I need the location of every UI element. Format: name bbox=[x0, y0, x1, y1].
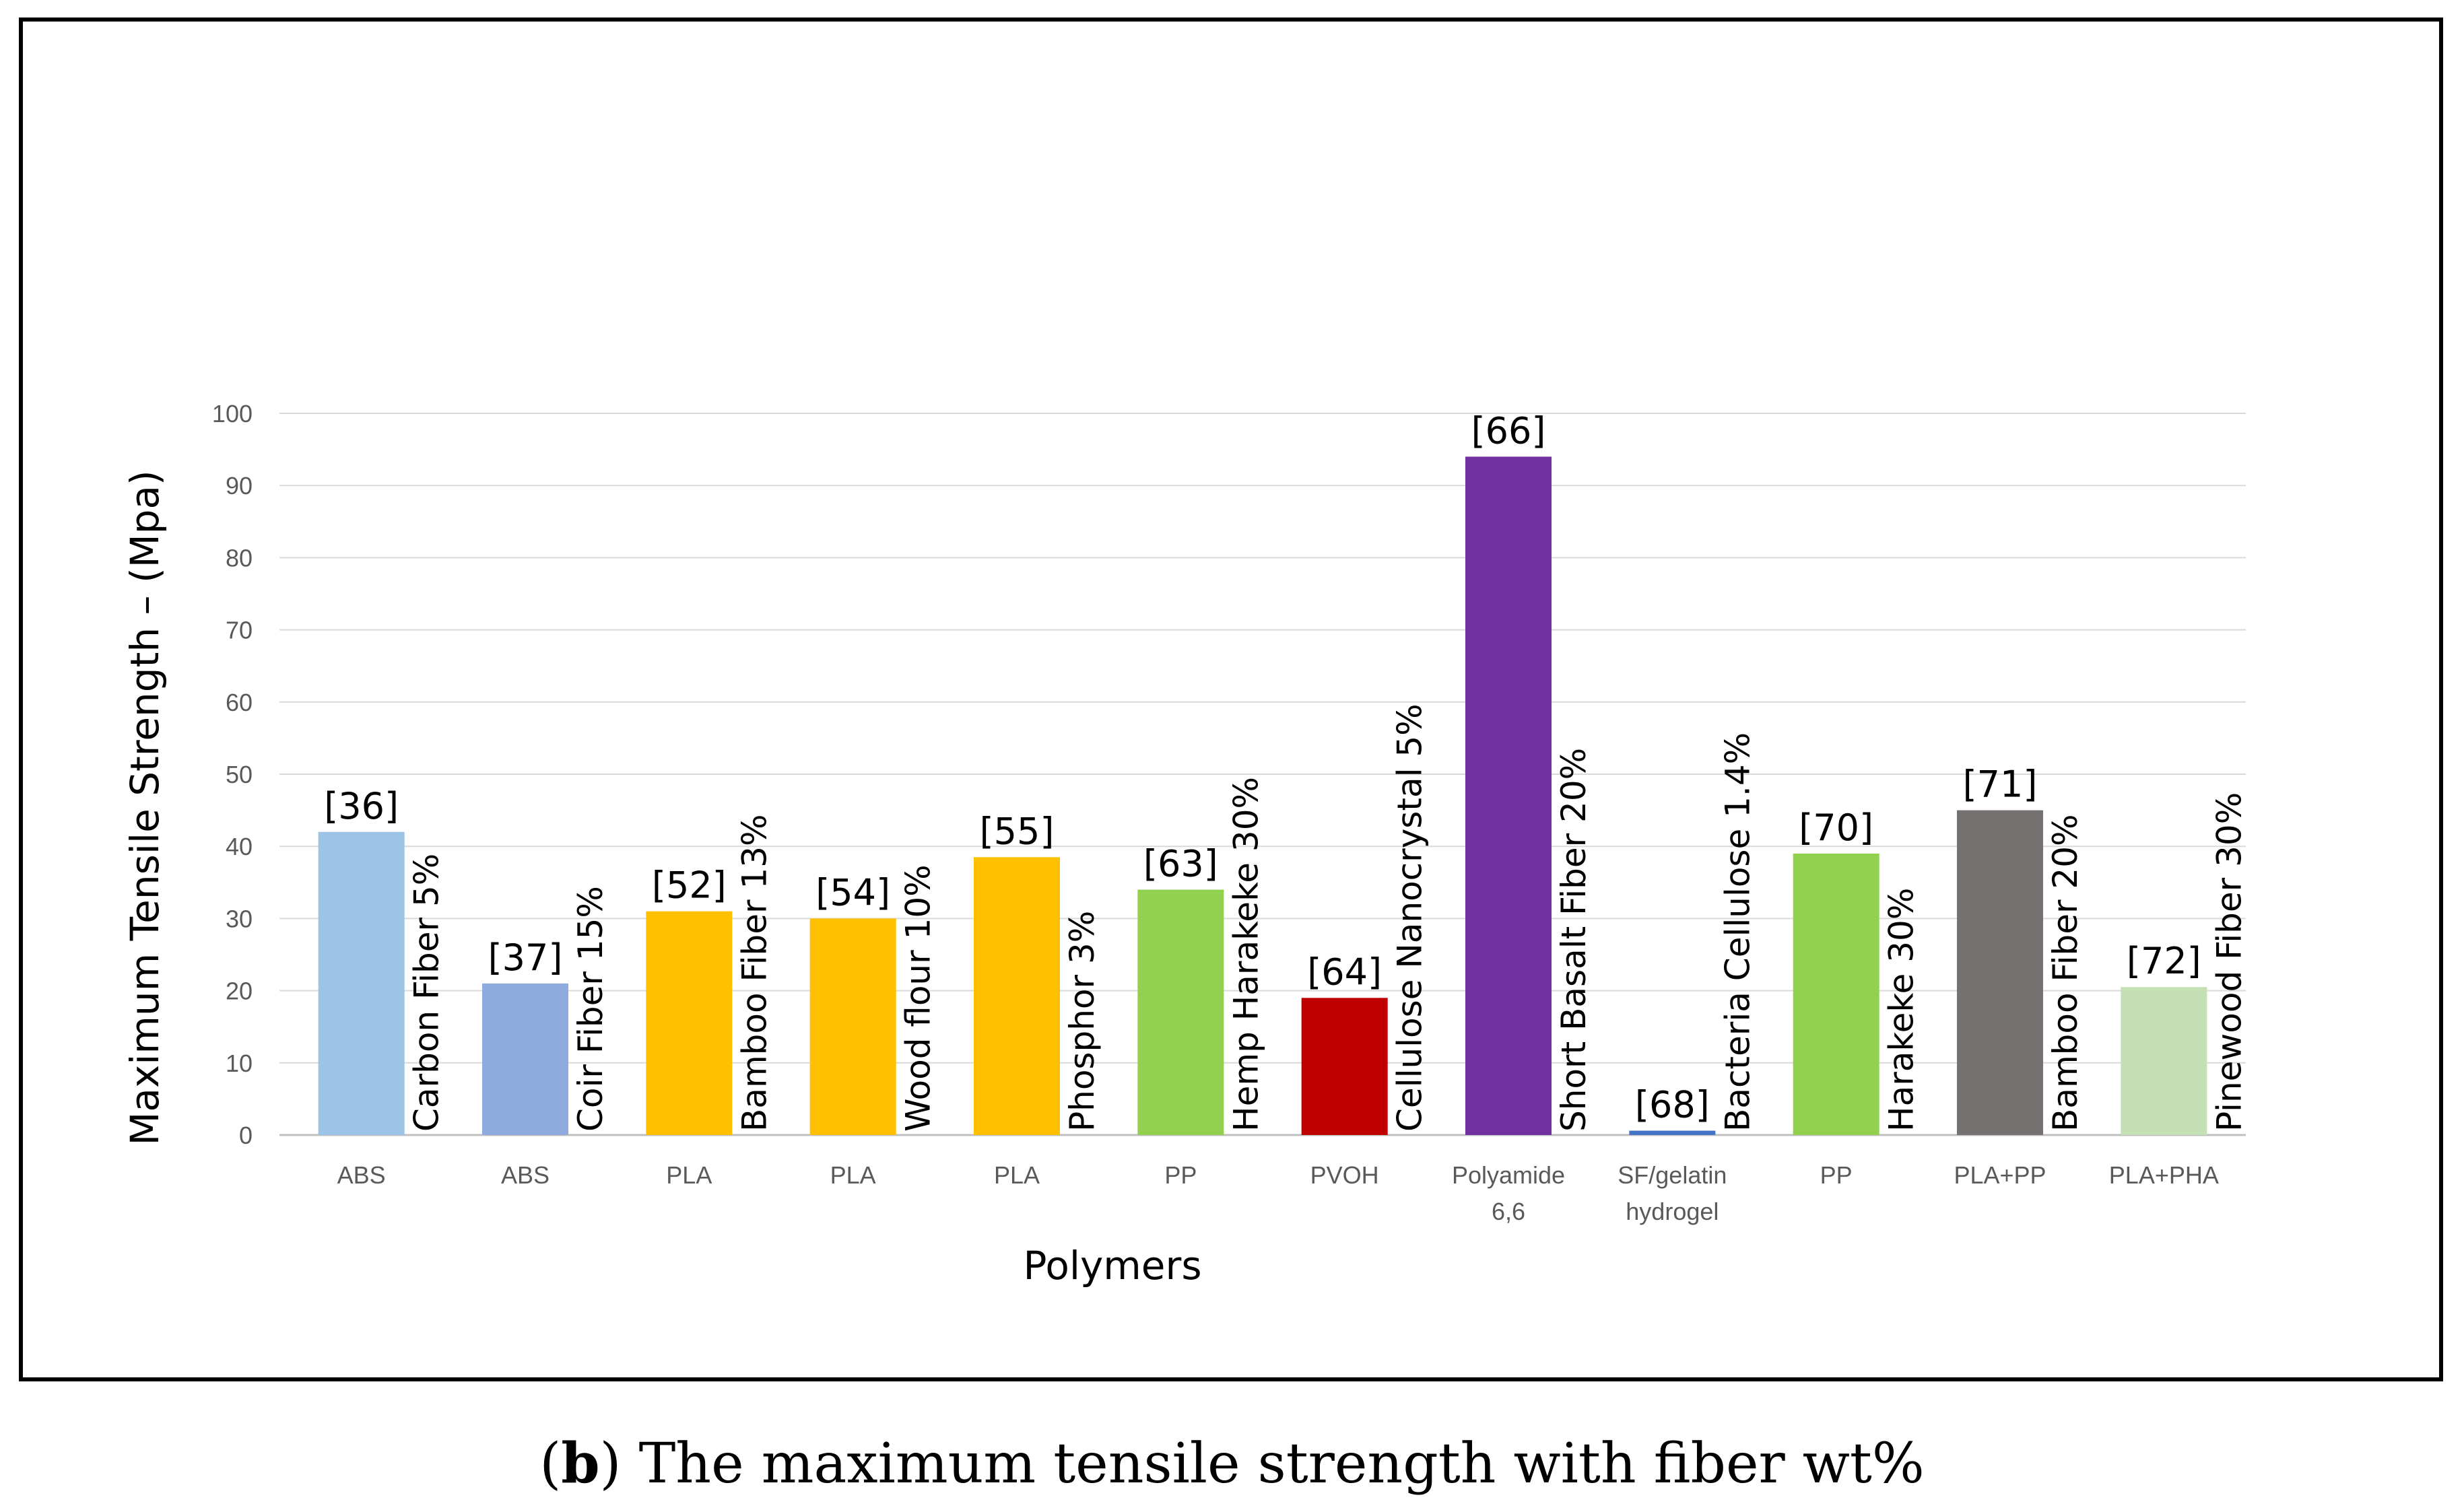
reference-label: [55] bbox=[980, 810, 1055, 852]
reference-label: [63] bbox=[1143, 843, 1218, 885]
reference-label: [68] bbox=[1635, 1084, 1710, 1126]
bar bbox=[2121, 987, 2207, 1135]
y-tick-label: 60 bbox=[226, 689, 253, 716]
bar bbox=[1629, 1130, 1716, 1135]
figure-frame bbox=[19, 18, 2443, 1381]
bar bbox=[809, 918, 896, 1135]
category-label: SF/gelatin bbox=[1618, 1161, 1727, 1189]
category-label: PVOH bbox=[1310, 1161, 1379, 1189]
category-label: ABS bbox=[337, 1161, 386, 1189]
y-tick-label: 90 bbox=[226, 472, 253, 500]
x-axis-title: Polymers bbox=[1023, 1243, 1201, 1288]
category-label: ABS bbox=[501, 1161, 550, 1189]
category-label: hydrogel bbox=[1626, 1198, 1719, 1225]
reference-label: [37] bbox=[488, 936, 563, 979]
bar bbox=[482, 983, 568, 1135]
fiber-label: Carbon Fiber 5% bbox=[407, 854, 446, 1132]
fiber-label: Coir Fiber 15% bbox=[571, 886, 610, 1132]
fiber-label: Harakeke 30% bbox=[1882, 888, 1921, 1132]
bar bbox=[1957, 810, 2043, 1135]
category-label: PLA bbox=[994, 1161, 1040, 1189]
y-tick-label: 50 bbox=[226, 761, 253, 788]
bar bbox=[1137, 889, 1224, 1135]
bar bbox=[1793, 853, 1879, 1135]
fiber-label: Hemp Harakeke 30% bbox=[1226, 777, 1265, 1132]
category-label: PLA+PP bbox=[1954, 1161, 2046, 1189]
reference-label: [70] bbox=[1799, 806, 1873, 849]
y-tick-label: 20 bbox=[226, 977, 253, 1005]
y-tick-label: 30 bbox=[226, 905, 253, 932]
category-label: PLA bbox=[830, 1161, 876, 1189]
y-tick-label: 0 bbox=[239, 1122, 253, 1149]
fiber-label: Phosphor 3% bbox=[1063, 911, 1102, 1132]
fiber-labels: Carbon Fiber 5% Coir Fiber 15% Bamboo Fibe… bbox=[407, 703, 2249, 1132]
reference-label: [66] bbox=[1471, 409, 1546, 452]
y-tick-labels: 0 10 20 30 40 50 60 70 80 90 100 bbox=[212, 400, 253, 1149]
y-tick-label: 100 bbox=[212, 400, 253, 427]
fiber-label: Cellulose Nanocrystal 5% bbox=[1391, 703, 1430, 1132]
reference-label: [64] bbox=[1307, 951, 1382, 993]
fiber-label: Wood flour 10% bbox=[899, 864, 938, 1132]
reference-label: [54] bbox=[815, 871, 890, 914]
reference-label: [72] bbox=[2127, 940, 2201, 982]
y-tick-label: 70 bbox=[226, 617, 253, 644]
category-label: PLA bbox=[666, 1161, 712, 1189]
y-tick-label: 10 bbox=[226, 1050, 253, 1077]
bars bbox=[318, 456, 2207, 1135]
y-tick-label: 40 bbox=[226, 833, 253, 860]
fiber-label: Bamboo Fiber 13% bbox=[735, 814, 774, 1132]
reference-label: [52] bbox=[652, 864, 727, 907]
category-label: PLA+PHA bbox=[2109, 1161, 2219, 1189]
bar bbox=[974, 857, 1060, 1135]
category-label: PP bbox=[1164, 1161, 1197, 1189]
y-tick-label: 80 bbox=[226, 544, 253, 572]
category-label: Polyamide bbox=[1452, 1161, 1565, 1189]
y-axis-title: Maximum Tensile Strength – (Mpa) bbox=[122, 470, 168, 1145]
bar bbox=[1465, 456, 1552, 1135]
category-label: PP bbox=[1820, 1161, 1853, 1189]
bar bbox=[646, 911, 733, 1135]
reference-label: [71] bbox=[1963, 763, 2038, 806]
fiber-label: Short Basalt Fiber 20% bbox=[1554, 748, 1593, 1132]
fiber-label: Bamboo Fiber 20% bbox=[2046, 814, 2085, 1132]
figure-caption: (b) The maximum tensile strength with fi… bbox=[539, 1431, 1925, 1496]
caption-letter: b bbox=[561, 1431, 600, 1496]
bar bbox=[318, 831, 405, 1135]
fiber-label: Bacteria Cellulose 1.4% bbox=[1718, 732, 1757, 1132]
caption-text: The maximum tensile strength with fiber … bbox=[638, 1432, 1925, 1496]
bar bbox=[1301, 998, 1388, 1135]
reference-labels: [36] [37] [52] [54] [55] [63] [64] [66] [68] [70]… bbox=[324, 409, 2201, 1126]
fiber-label: Pinewood Fiber 30% bbox=[2209, 792, 2249, 1132]
category-labels: ABS ABS PLA PLA PLA PP PVOH Polyamide 6,6 SF/gela… bbox=[337, 1161, 2219, 1225]
category-label: 6,6 bbox=[1492, 1198, 1525, 1225]
reference-label: [36] bbox=[324, 785, 399, 827]
gridlines bbox=[279, 413, 2246, 1136]
